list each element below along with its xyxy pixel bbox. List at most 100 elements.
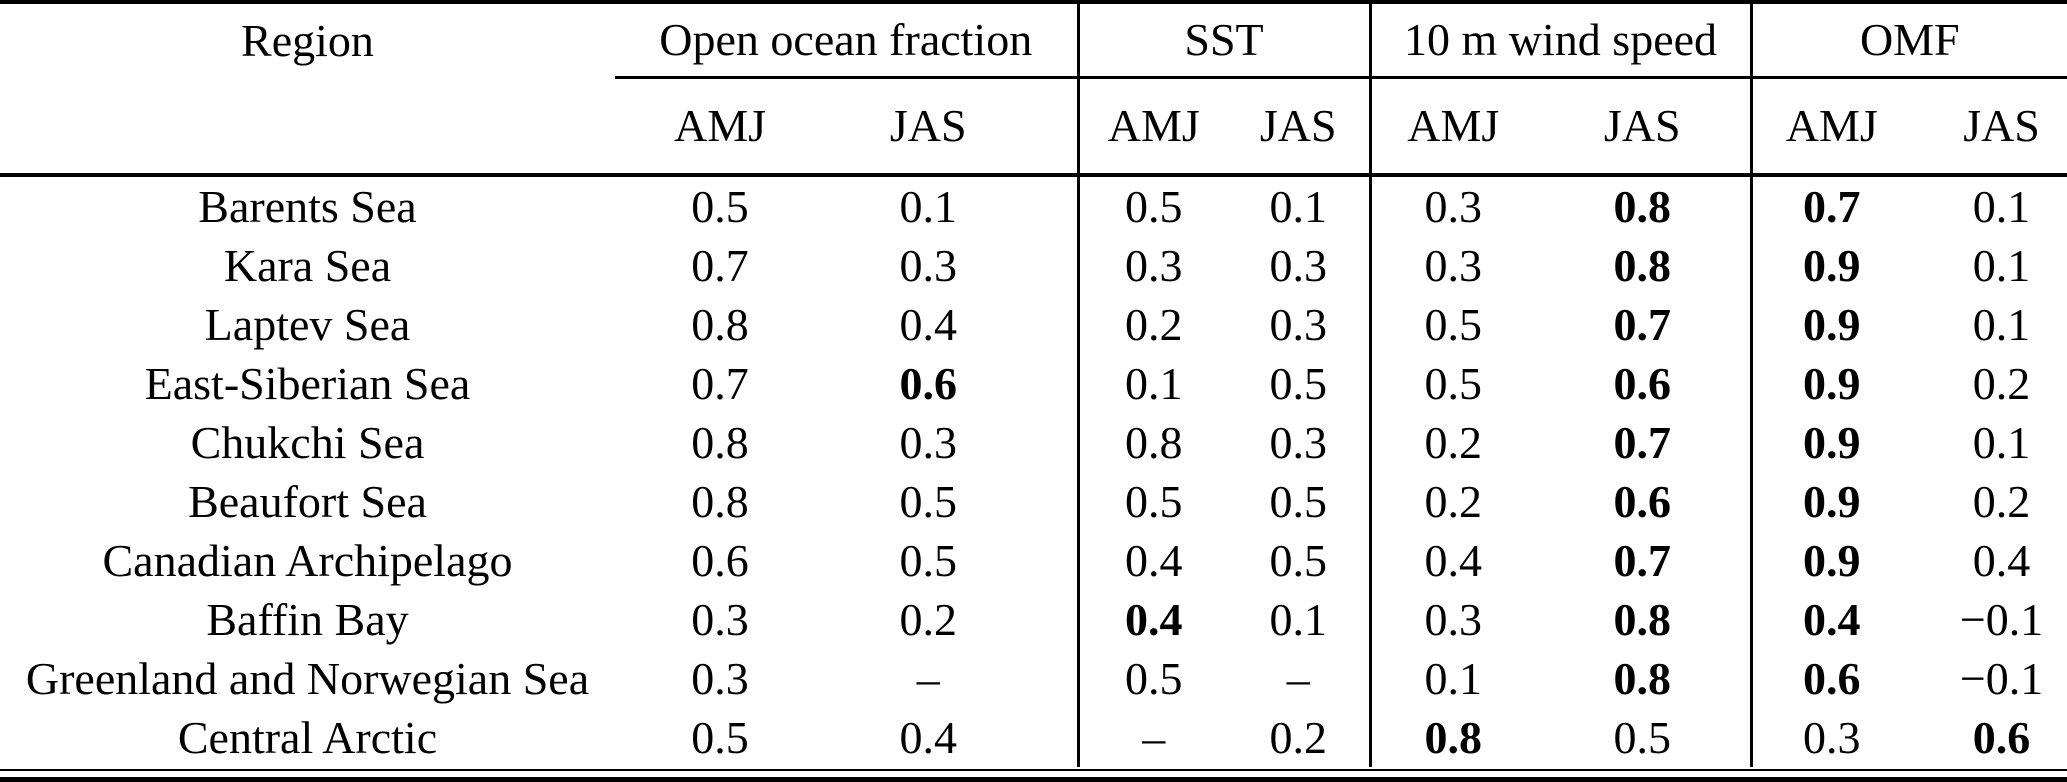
value-cell: 0.3	[1076, 236, 1229, 295]
table-row: East-Siberian Sea 0.7 0.6 0.1 0.5 0.5 0.6 0.9 0.…	[0, 354, 2067, 413]
season-header-row: AMJ JAS AMJ JAS AMJ JAS AMJ JAS	[0, 77, 2067, 177]
region-cell: Canadian Archipelago	[102, 534, 513, 586]
region-cell: Baffin Bay	[206, 593, 409, 645]
value-cell: 0.3	[1269, 416, 1328, 468]
subheader-sst-amj: AMJ	[1076, 77, 1229, 177]
value-cell: 0.3	[1269, 298, 1328, 350]
value-cell: 0.7	[1613, 416, 1672, 468]
value-cell: –	[916, 652, 940, 704]
region-cell: Central Arctic	[177, 711, 438, 763]
region-cell: Barents Sea	[198, 180, 417, 232]
value-cell: 0.9	[1749, 531, 1912, 590]
value-cell: 0.1	[1076, 354, 1229, 413]
value-cell: 0.6	[691, 534, 749, 586]
region-cell: Greenland and Norwegian Sea	[25, 652, 590, 704]
table-bottom-rule-thin	[0, 769, 2067, 771]
value-cell: 0.8	[691, 475, 749, 527]
table-body: Barents Sea 0.5 0.1 0.5 0.1 0.3 0.8 0.7 0.1 Kara …	[0, 175, 2067, 767]
value-cell: 0.4	[1076, 590, 1229, 649]
value-cell: 0.9	[1749, 236, 1912, 295]
value-cell: 0.9	[1749, 472, 1912, 531]
value-cell: 0.1	[899, 180, 958, 232]
value-cell: 0.9	[1749, 295, 1912, 354]
value-cell: −0.1	[1959, 593, 2044, 645]
value-cell: 0.4	[899, 298, 958, 350]
value-cell: 0.5	[899, 534, 958, 586]
value-cell: 0.7	[1613, 298, 1672, 350]
value-cell: 0.2	[1972, 475, 2031, 527]
value-cell: 0.7	[691, 357, 749, 409]
value-cell: 0.6	[1972, 711, 2031, 763]
table-top-rule	[0, 0, 2067, 4]
table-row: Beaufort Sea 0.8 0.5 0.5 0.5 0.2 0.6 0.9 0.2	[0, 472, 2067, 531]
group-header-row: Region Open ocean fraction SST 10 m wind…	[0, 4, 2067, 79]
value-cell: 0.8	[1613, 593, 1672, 645]
subheader-sst-jas: JAS	[1228, 77, 1371, 177]
value-cell: 0.7	[1613, 534, 1672, 586]
value-cell: 0.6	[1613, 357, 1672, 409]
group-header-wind-speed: 10 m wind speed	[1368, 4, 1752, 79]
value-cell: 0.2	[899, 593, 958, 645]
region-cell: Laptev Sea	[204, 298, 411, 350]
subheader-oof-amj: AMJ	[615, 77, 825, 177]
value-cell: 0.1	[1972, 239, 2031, 291]
region-cell: East-Siberian Sea	[144, 357, 471, 409]
table-bottom-rule-thick	[0, 777, 2067, 782]
value-cell: 0.5	[1269, 534, 1328, 586]
value-cell: 0.7	[691, 239, 749, 291]
subheader-omf-amj: AMJ	[1749, 77, 1912, 177]
region-cell: Kara Sea	[223, 239, 392, 291]
value-cell: 0.8	[691, 416, 749, 468]
value-cell: 0.5	[691, 180, 749, 232]
value-cell: 0.8	[691, 298, 749, 350]
table-row: Chukchi Sea 0.8 0.3 0.8 0.3 0.2 0.7 0.9 0.1	[0, 413, 2067, 472]
value-cell: 0.8	[1613, 652, 1672, 704]
value-cell: 0.5	[899, 475, 958, 527]
value-cell: 0.5	[691, 711, 749, 763]
value-cell: 0.2	[1368, 472, 1536, 531]
value-cell: –	[1286, 652, 1310, 704]
region-column-header: Region	[241, 14, 374, 66]
table-header: Region Open ocean fraction SST 10 m wind…	[0, 4, 2067, 177]
table-row: Laptev Sea 0.8 0.4 0.2 0.3 0.5 0.7 0.9 0.1	[0, 295, 2067, 354]
value-cell: 0.5	[1076, 649, 1229, 708]
value-cell: 0.5	[1368, 354, 1536, 413]
value-cell: 0.3	[1368, 590, 1536, 649]
table-row: Greenland and Norwegian Sea 0.3 – 0.5 – 0.1 0.…	[0, 649, 2067, 708]
value-cell: 0.7	[1749, 175, 1912, 236]
group-header-omf: OMF	[1749, 4, 2067, 79]
value-cell: 0.1	[1972, 416, 2031, 468]
correlation-table: Region Open ocean fraction SST 10 m wind…	[0, 4, 2067, 767]
value-cell: 0.5	[1269, 357, 1328, 409]
value-cell: 0.4	[1749, 590, 1912, 649]
table-row: Barents Sea 0.5 0.1 0.5 0.1 0.3 0.8 0.7 0.1	[0, 175, 2067, 236]
value-cell: 0.5	[1613, 711, 1672, 763]
empty-header-cell	[0, 77, 615, 177]
value-cell: 0.3	[1368, 236, 1536, 295]
value-cell: 0.3	[899, 416, 958, 468]
value-cell: 0.8	[1613, 239, 1672, 291]
value-cell: 0.5	[1076, 472, 1229, 531]
value-cell: 0.8	[1613, 180, 1672, 232]
value-cell: 0.1	[1972, 298, 2031, 350]
value-cell: 0.3	[899, 239, 958, 291]
value-cell: 0.8	[1076, 413, 1229, 472]
value-cell: 0.5	[1269, 475, 1328, 527]
value-cell: 0.2	[1368, 413, 1536, 472]
value-cell: 0.4	[1076, 531, 1229, 590]
subheader-wind-amj: AMJ	[1368, 77, 1536, 177]
group-header-open-ocean-fraction: Open ocean fraction	[615, 4, 1079, 79]
region-cell: Chukchi Sea	[190, 416, 425, 468]
value-cell: 0.3	[1749, 708, 1912, 767]
table-row: Baffin Bay 0.3 0.2 0.4 0.1 0.3 0.8 0.4 −0.1	[0, 590, 2067, 649]
region-cell: Beaufort Sea	[188, 475, 427, 527]
value-cell: 0.9	[1749, 354, 1912, 413]
value-cell: 0.1	[1269, 180, 1328, 232]
value-cell: 0.1	[1269, 593, 1328, 645]
value-cell: 0.4	[1368, 531, 1536, 590]
subheader-omf-jas: JAS	[1911, 77, 2067, 177]
value-cell: –	[1076, 708, 1229, 767]
value-cell: 0.5	[1368, 295, 1536, 354]
value-cell: 0.3	[691, 652, 749, 704]
